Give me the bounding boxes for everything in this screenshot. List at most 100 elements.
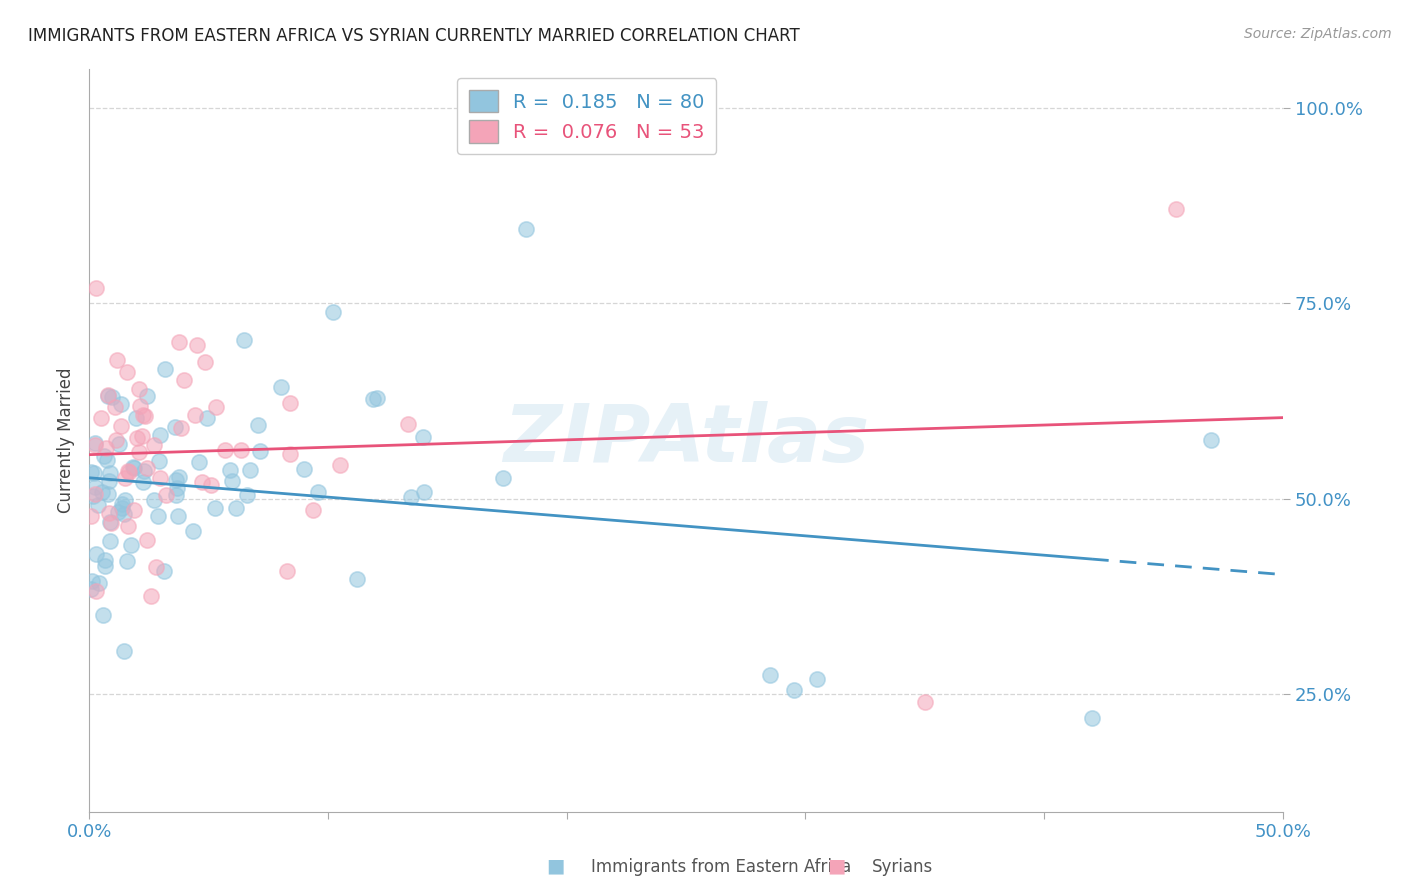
Text: ZIPAtlas: ZIPAtlas bbox=[503, 401, 869, 479]
Point bbox=[108, 437, 131, 451]
Point bbox=[136, 533, 159, 547]
Point bbox=[143, 493, 166, 508]
Point bbox=[181, 524, 204, 538]
Point bbox=[115, 365, 138, 379]
Point bbox=[84, 480, 107, 494]
Point bbox=[276, 564, 298, 578]
Point bbox=[153, 361, 176, 376]
Point bbox=[94, 558, 117, 573]
Y-axis label: Currently Married: Currently Married bbox=[58, 368, 75, 513]
Point bbox=[84, 280, 107, 294]
Point bbox=[136, 389, 159, 403]
Point bbox=[1164, 202, 1187, 217]
Point bbox=[117, 464, 139, 478]
Point bbox=[184, 408, 207, 422]
Point bbox=[167, 335, 190, 350]
Point bbox=[122, 461, 145, 475]
Point bbox=[219, 463, 242, 477]
Point bbox=[97, 387, 120, 401]
Point bbox=[163, 420, 186, 434]
Point bbox=[120, 538, 142, 552]
Point bbox=[115, 554, 138, 568]
Point bbox=[231, 442, 253, 457]
Point bbox=[97, 487, 120, 501]
Point bbox=[84, 437, 107, 451]
Point bbox=[98, 516, 121, 530]
Point bbox=[97, 474, 120, 488]
Point bbox=[200, 478, 222, 492]
Point bbox=[515, 222, 537, 236]
Point bbox=[186, 338, 208, 352]
Point bbox=[90, 410, 112, 425]
Point bbox=[125, 411, 148, 425]
Point bbox=[82, 489, 104, 503]
Point bbox=[84, 584, 107, 599]
Point bbox=[173, 373, 195, 387]
Point bbox=[98, 506, 121, 520]
Point bbox=[169, 470, 191, 484]
Point bbox=[117, 519, 139, 533]
Point bbox=[346, 572, 368, 586]
Point bbox=[83, 467, 105, 481]
Point bbox=[366, 392, 388, 406]
Point bbox=[114, 471, 136, 485]
Point bbox=[114, 492, 136, 507]
Text: ■: ■ bbox=[827, 857, 846, 876]
Point bbox=[188, 455, 211, 469]
Point bbox=[246, 417, 269, 432]
Point bbox=[98, 466, 121, 480]
Point bbox=[132, 475, 155, 489]
Point bbox=[104, 400, 127, 414]
Point bbox=[170, 420, 193, 434]
Text: Source: ZipAtlas.com: Source: ZipAtlas.com bbox=[1244, 27, 1392, 41]
Point bbox=[93, 607, 115, 622]
Point bbox=[110, 418, 132, 433]
Point bbox=[148, 453, 170, 467]
Legend: R =  0.185   N = 80, R =  0.076   N = 53: R = 0.185 N = 80, R = 0.076 N = 53 bbox=[457, 78, 717, 154]
Point bbox=[80, 508, 103, 523]
Point bbox=[110, 397, 132, 411]
Point bbox=[149, 471, 172, 485]
Point bbox=[191, 475, 214, 490]
Point bbox=[292, 462, 315, 476]
Point bbox=[195, 410, 218, 425]
Point bbox=[139, 589, 162, 603]
Point bbox=[412, 485, 434, 500]
Point bbox=[329, 458, 352, 472]
Point bbox=[806, 672, 828, 686]
Point bbox=[96, 453, 118, 467]
Point bbox=[322, 305, 344, 319]
Point bbox=[165, 473, 187, 487]
Point bbox=[236, 488, 259, 502]
Text: Syrians: Syrians bbox=[872, 858, 934, 876]
Point bbox=[412, 430, 434, 444]
Point bbox=[107, 505, 129, 519]
Point bbox=[221, 474, 243, 488]
Point bbox=[94, 441, 117, 455]
Point bbox=[93, 450, 115, 464]
Point bbox=[90, 485, 112, 500]
Point bbox=[80, 465, 103, 479]
Point bbox=[270, 380, 292, 394]
Point bbox=[128, 382, 150, 396]
Point bbox=[782, 683, 804, 698]
Point bbox=[166, 481, 188, 495]
Point bbox=[146, 509, 169, 524]
Point bbox=[107, 352, 129, 367]
Point bbox=[278, 396, 301, 410]
Point bbox=[111, 501, 134, 516]
Point bbox=[83, 487, 105, 501]
Point bbox=[97, 388, 120, 402]
Point bbox=[914, 695, 936, 709]
Point bbox=[361, 392, 384, 407]
Text: ■: ■ bbox=[546, 857, 565, 876]
Point bbox=[307, 484, 329, 499]
Point bbox=[112, 644, 135, 658]
Point bbox=[122, 503, 145, 517]
Point bbox=[492, 470, 515, 484]
Point bbox=[80, 582, 103, 597]
Point bbox=[105, 433, 128, 447]
Point bbox=[86, 547, 108, 561]
Point bbox=[127, 431, 149, 445]
Point bbox=[101, 390, 124, 404]
